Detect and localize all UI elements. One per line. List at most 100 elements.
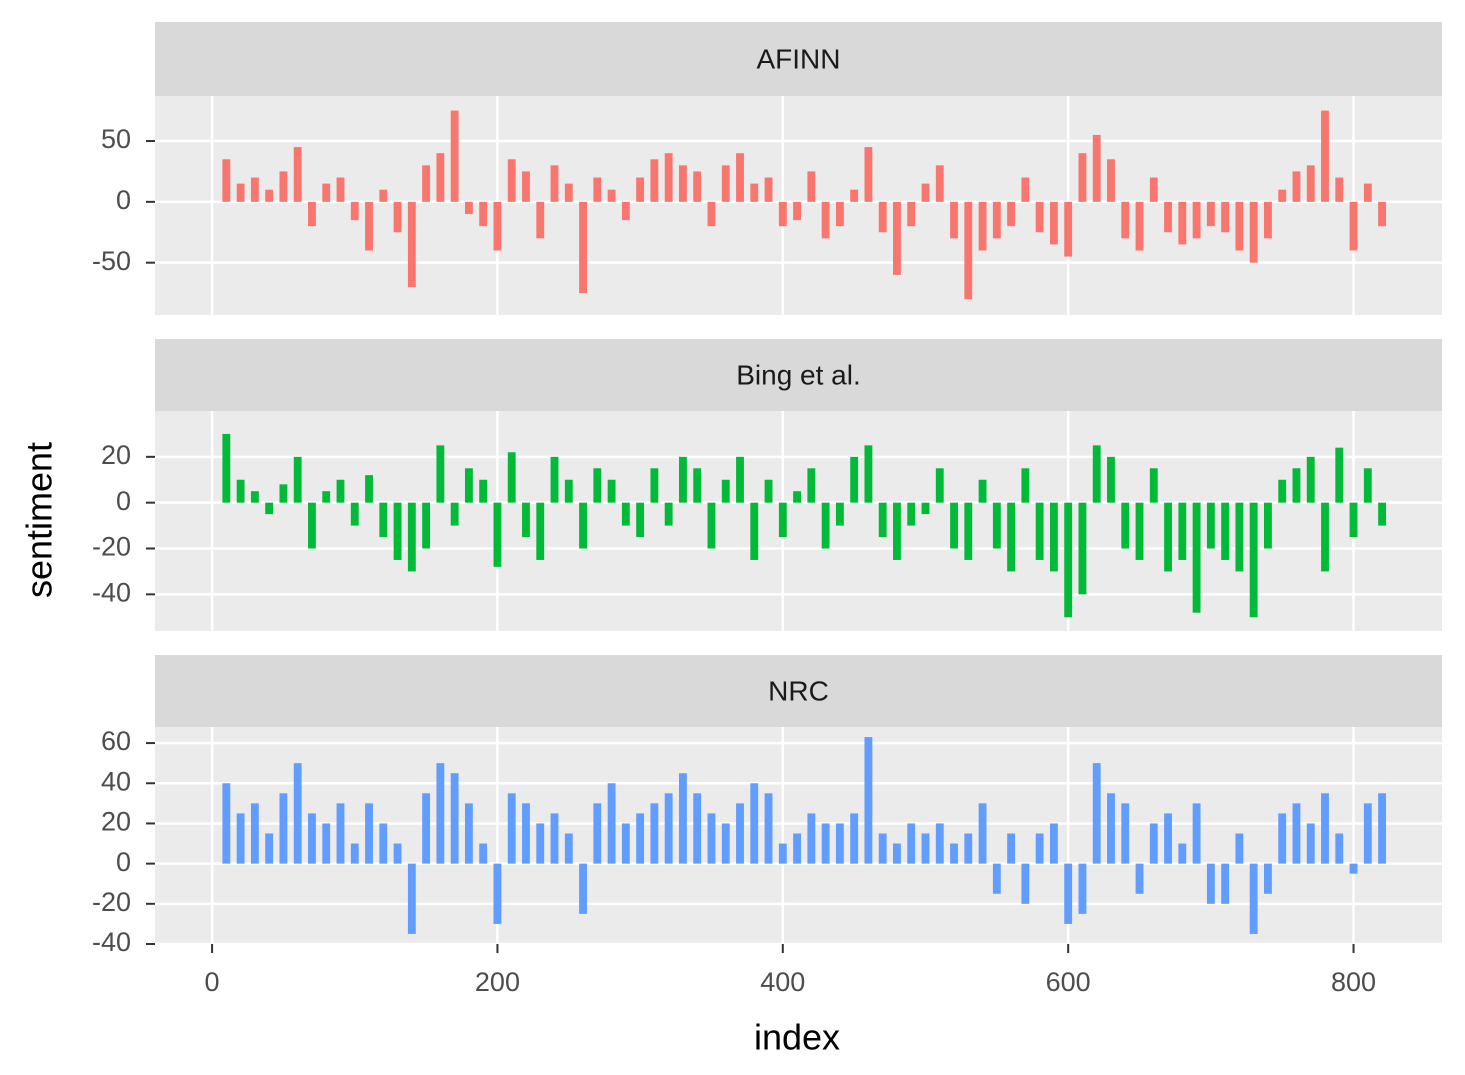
bar (436, 763, 445, 864)
bar (1249, 201, 1258, 263)
bar (764, 177, 773, 202)
bar (1321, 793, 1329, 864)
bar (422, 165, 431, 202)
bar (1192, 201, 1201, 239)
bar (721, 165, 730, 202)
bar (379, 189, 388, 202)
bar (636, 813, 645, 864)
bar (336, 479, 345, 503)
bar (593, 803, 602, 864)
bar (850, 189, 859, 202)
bar (721, 479, 730, 503)
y-tick-label: -20 (92, 532, 131, 562)
bar (1035, 833, 1044, 864)
bar (978, 479, 987, 503)
bar (450, 502, 459, 526)
bar (1064, 502, 1073, 618)
bar (1192, 803, 1201, 864)
strip (155, 339, 1442, 411)
y-tick-label: 40 (101, 766, 131, 796)
bar (1121, 803, 1130, 864)
bar (1007, 502, 1016, 572)
bar (407, 201, 416, 288)
bar (365, 803, 373, 864)
bar (793, 491, 801, 503)
bar (564, 833, 573, 864)
bar (778, 502, 787, 538)
bar (1049, 201, 1058, 245)
bar (308, 502, 316, 549)
bar (1164, 201, 1172, 233)
bar (707, 201, 716, 227)
bar (1292, 171, 1301, 202)
bar (1264, 863, 1272, 894)
bar (1206, 201, 1215, 227)
bar (1335, 177, 1344, 202)
bar (964, 201, 973, 300)
bar (1135, 863, 1144, 894)
y-tick-label: 20 (101, 440, 131, 470)
bar (1292, 803, 1301, 864)
bar (607, 189, 616, 202)
bar (279, 793, 288, 864)
bar (1078, 502, 1087, 595)
bar (1049, 502, 1058, 572)
bar (1363, 803, 1372, 864)
bar (1049, 823, 1058, 864)
bar (536, 201, 545, 239)
bar (964, 833, 973, 864)
bar (864, 147, 873, 202)
bar (878, 502, 887, 538)
bar (1021, 468, 1030, 503)
bar (864, 737, 873, 864)
bar (921, 502, 930, 515)
bar (793, 833, 801, 864)
x-tick-label: 600 (1046, 967, 1091, 997)
bar (1221, 502, 1230, 560)
bar (579, 502, 587, 549)
bar (1349, 502, 1358, 538)
strip (155, 655, 1442, 727)
strip-label: AFINN (757, 43, 841, 74)
bar (1092, 763, 1101, 864)
bar (250, 491, 259, 503)
x-tick-label: 400 (760, 967, 805, 997)
y-tick-label: 0 (116, 185, 131, 215)
bar (1092, 445, 1101, 503)
y-tick-label: -40 (92, 577, 131, 607)
bar (1264, 502, 1272, 549)
bar (293, 147, 302, 202)
bar (265, 189, 274, 202)
bar (279, 171, 288, 202)
bar (1306, 456, 1315, 503)
bar (878, 201, 887, 233)
bar (1178, 502, 1187, 560)
bar (992, 201, 1001, 239)
y-tick-label: 50 (101, 124, 131, 154)
bar (479, 201, 488, 227)
bar (522, 502, 530, 538)
bar (493, 201, 502, 251)
bar (1021, 863, 1030, 904)
bar (1121, 502, 1130, 549)
bar (1121, 201, 1130, 239)
bar (393, 502, 402, 560)
bar (579, 863, 587, 914)
bar (464, 803, 473, 864)
x-tick-label: 800 (1331, 967, 1376, 997)
bar (950, 843, 958, 864)
bar (564, 183, 573, 202)
bar (1321, 110, 1329, 202)
bar (507, 793, 516, 864)
bar (893, 502, 901, 560)
bar (864, 445, 873, 503)
bar (1178, 843, 1187, 864)
bar (1035, 502, 1044, 560)
bar (493, 863, 502, 924)
bar (222, 433, 231, 503)
strip (155, 22, 1442, 96)
y-tick-label: -20 (92, 887, 131, 917)
bar (1007, 833, 1016, 864)
bar (935, 468, 944, 503)
